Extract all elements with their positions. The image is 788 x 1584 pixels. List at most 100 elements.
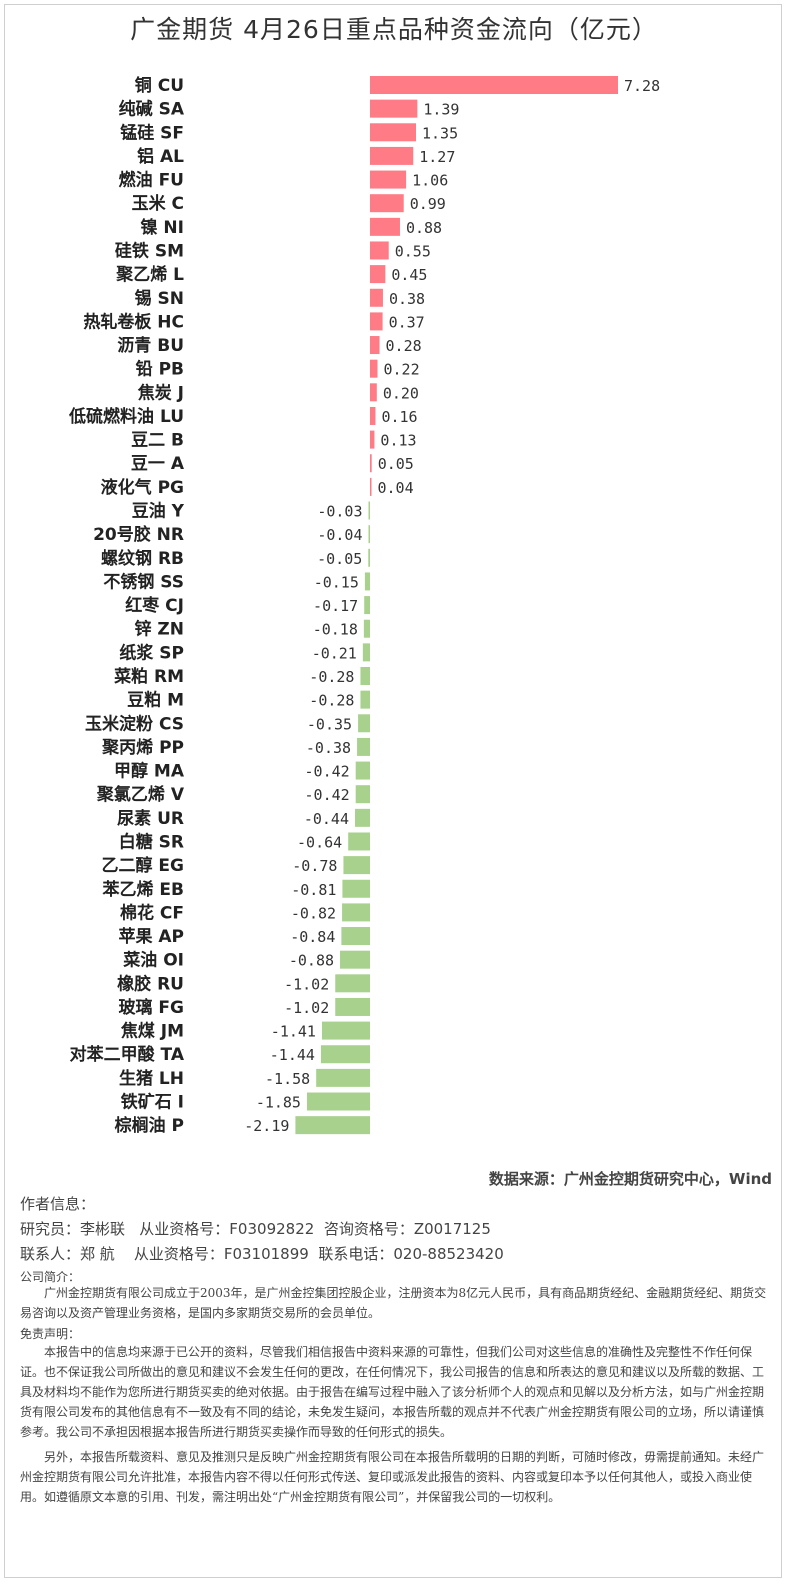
- category-label: 豆粕 M: [127, 690, 184, 711]
- bar: [306, 1092, 370, 1111]
- category-label: 铜 CU: [135, 75, 184, 96]
- bar: [370, 383, 377, 402]
- bar: [357, 737, 370, 756]
- category-label: 菜油 OI: [122, 950, 184, 971]
- bar: [341, 927, 370, 946]
- value-label: -0.84: [290, 928, 335, 946]
- bar: [370, 406, 376, 425]
- bar: [370, 288, 383, 307]
- page-frame: [4, 4, 782, 1578]
- bar: [370, 477, 372, 496]
- value-label: -0.04: [317, 526, 362, 544]
- bar: [370, 194, 404, 213]
- bar: [360, 690, 370, 709]
- category-label: 菜粕 RM: [113, 666, 184, 687]
- category-label: 聚氯乙烯 V: [96, 784, 185, 805]
- bar: [342, 879, 370, 898]
- category-label: 燃油 FU: [119, 170, 184, 191]
- category-label: 镍 NI: [141, 217, 184, 238]
- category-label: 生猪 LH: [119, 1068, 184, 1089]
- category-label: 聚丙烯 PP: [101, 737, 184, 758]
- category-label: 铅 PB: [136, 359, 184, 380]
- bar: [370, 241, 389, 260]
- value-label: -0.21: [312, 644, 357, 662]
- bar: [370, 146, 414, 165]
- value-label: -0.82: [291, 904, 336, 922]
- category-label: 20号胶 NR: [93, 524, 184, 545]
- bar: [364, 572, 370, 591]
- value-label: 0.45: [391, 266, 427, 284]
- value-label: -0.42: [305, 763, 350, 781]
- bar: [370, 312, 383, 331]
- value-label: -0.44: [304, 810, 349, 828]
- value-label: -0.05: [317, 550, 362, 568]
- bar: [355, 785, 370, 804]
- value-label: -0.18: [313, 621, 358, 639]
- value-label: 0.20: [383, 384, 419, 402]
- category-label: 甲醇 MA: [114, 761, 185, 782]
- value-label: -0.81: [291, 881, 336, 899]
- category-label: 玻璃 FG: [119, 997, 185, 1018]
- company-intro: 广州金控期货有限公司成立于2003年，是广州金控集团控股企业，注册资本为8亿元人…: [20, 1286, 767, 1320]
- bar: [368, 501, 370, 520]
- value-label: -1.02: [284, 999, 329, 1017]
- category-label: 玉米淀粉 CS: [85, 713, 184, 734]
- author-heading: 作者信息：: [20, 1195, 96, 1213]
- page-title: 广金期货 4月26日重点品种资金流向（亿元）: [130, 15, 658, 44]
- bar: [343, 856, 370, 875]
- value-label: -1.41: [271, 1023, 316, 1041]
- bar: [370, 454, 372, 473]
- category-label: 低硫燃料油 LU: [68, 406, 184, 427]
- category-label: 橡胶 RU: [117, 973, 184, 994]
- value-label: -0.78: [292, 857, 337, 875]
- value-label: 1.27: [419, 148, 455, 166]
- author-line-researcher: 研究员：李彬联 从业资格号：F03092822 咨询资格号：Z0017125: [20, 1220, 491, 1238]
- fund-flow-bar-chart: 铜 CU 7.28 纯碱 SA 1.39 锰硅 SF 1.35 铝 AL 1.27 燃油 FU 1…: [68, 75, 660, 1136]
- bar: [335, 974, 370, 993]
- value-label: 1.06: [412, 172, 448, 190]
- value-label: 0.99: [410, 195, 446, 213]
- value-label: -2.19: [244, 1117, 289, 1135]
- category-label: 棉花 CF: [120, 902, 184, 923]
- bar: [368, 548, 370, 567]
- value-label: -0.15: [314, 573, 359, 591]
- category-label: 锌 ZN: [135, 619, 184, 640]
- category-label: 白糖 SR: [119, 831, 184, 852]
- category-label: 纯碱 SA: [119, 99, 185, 120]
- bar: [355, 761, 370, 780]
- value-label: 0.04: [378, 479, 414, 497]
- category-label: 焦炭 J: [137, 382, 184, 403]
- value-label: 0.22: [383, 361, 419, 379]
- category-label: 苯乙烯 EB: [102, 879, 185, 900]
- bar: [316, 1068, 370, 1087]
- value-label: 0.88: [406, 219, 442, 237]
- bar: [320, 1045, 370, 1064]
- value-label: -0.38: [306, 739, 351, 757]
- bar: [360, 667, 370, 685]
- value-label: -0.28: [309, 692, 354, 710]
- category-label: 乙二醇 EG: [102, 855, 185, 876]
- category-label: 玉米 C: [132, 193, 184, 214]
- bar: [370, 217, 400, 236]
- value-label: -0.03: [317, 503, 362, 521]
- bar: [363, 619, 370, 638]
- value-label: 0.16: [381, 408, 417, 426]
- bar: [321, 1021, 370, 1040]
- bar: [368, 525, 370, 544]
- bar: [342, 903, 370, 922]
- bar: [340, 950, 370, 969]
- bar: [358, 714, 370, 733]
- bar: [370, 359, 378, 378]
- category-label: 尿素 UR: [117, 809, 184, 829]
- bar: [348, 832, 370, 851]
- value-label: 0.13: [380, 432, 416, 450]
- bar: [362, 643, 370, 662]
- category-label: 螺纹钢 RB: [101, 548, 184, 569]
- value-label: 1.39: [423, 101, 459, 119]
- bar: [335, 997, 370, 1016]
- value-label: 7.28: [624, 77, 660, 95]
- value-label: -1.02: [284, 975, 329, 993]
- category-label: 豆一 A: [131, 454, 185, 474]
- category-label: 热轧卷板 HC: [83, 311, 184, 332]
- category-label: 沥青 BU: [117, 335, 184, 356]
